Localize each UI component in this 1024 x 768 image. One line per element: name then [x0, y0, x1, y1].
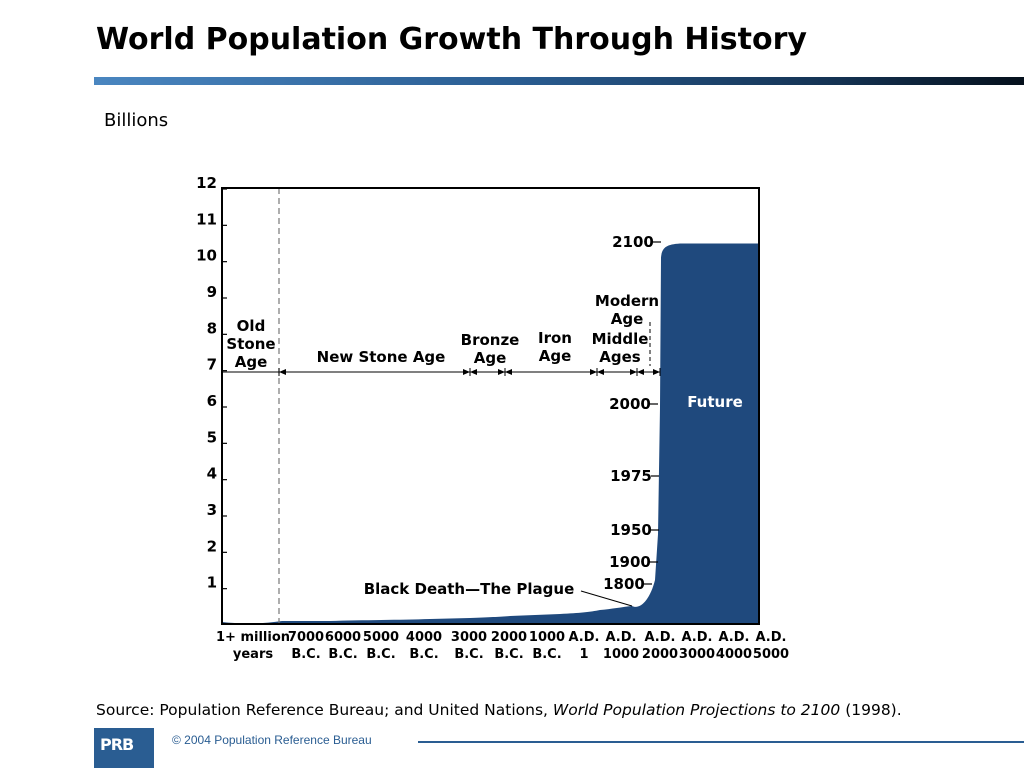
y-tick-label-6: 6: [207, 392, 217, 410]
year-label-1900: 1900: [609, 553, 651, 571]
x-tick-label-5-bottom: B.C.: [454, 647, 483, 662]
prb-logo: PRB: [94, 728, 154, 768]
year-label-2100: 2100: [612, 233, 654, 251]
year-label-2000: 2000: [609, 395, 651, 413]
footer-copyright: © 2004 Population Reference Bureau: [172, 733, 372, 747]
x-tick-label-9-bottom: 1000: [603, 647, 639, 662]
plot-frame: [221, 187, 760, 625]
y-tick-label-8: 8: [207, 319, 217, 337]
era-arrow-0: [279, 369, 286, 375]
era-label-5-line-0: Modern: [595, 292, 659, 310]
year-label-1975: 1975: [610, 467, 652, 485]
era-arrow-5: [590, 369, 597, 375]
y-tick-label-7: 7: [207, 356, 217, 374]
x-tick-label-0-top: 1+ million: [216, 630, 290, 645]
x-tick-label-3-bottom: B.C.: [366, 647, 395, 662]
era-arrow-8: [637, 369, 644, 375]
x-tick-label-8-top: A.D.: [569, 630, 600, 645]
x-tick-label-3-top: 5000: [363, 630, 399, 645]
era-label-0-line-0: Old: [237, 317, 266, 335]
y-tick-label-3: 3: [207, 501, 217, 519]
x-tick-label-4-bottom: B.C.: [409, 647, 438, 662]
era-arrow-7: [630, 369, 637, 375]
source-title: World Population Projections to 2100: [552, 701, 841, 719]
x-tick-label-7-bottom: B.C.: [532, 647, 561, 662]
plague-annotation: Black Death—The Plague: [364, 580, 575, 598]
x-tick-label-11-top: A.D.: [682, 630, 713, 645]
era-label-2-line-0: Bronze: [461, 331, 520, 349]
x-tick-label-12-bottom: 4000: [716, 647, 752, 662]
era-label-0-line-1: Stone: [226, 335, 275, 353]
x-tick-label-8-bottom: 1: [579, 647, 588, 662]
era-arrow-9: [653, 369, 660, 375]
plague-pointer: [580, 590, 633, 607]
y-tick-label-9: 9: [207, 283, 217, 301]
x-tick-label-5-top: 3000: [451, 630, 487, 645]
x-tick-label-2-bottom: B.C.: [328, 647, 357, 662]
era-arrow-3: [498, 369, 505, 375]
era-label-3-line-0: Iron: [538, 329, 572, 347]
source-prefix: Source: Population Reference Bureau; and…: [96, 701, 553, 719]
source-suffix: (1998).: [840, 701, 902, 719]
era-arrow-4: [505, 369, 512, 375]
era-label-4-line-0: Middle: [592, 330, 649, 348]
x-tick-label-7-top: 1000: [529, 630, 565, 645]
era-label-2-line-1: Age: [474, 349, 507, 367]
y-tick-label-4: 4: [207, 465, 217, 483]
y-tick-label-5: 5: [207, 428, 217, 446]
year-label-1800: 1800: [603, 575, 645, 593]
x-tick-label-6-top: 2000: [491, 630, 527, 645]
era-label-3-line-1: Age: [539, 347, 572, 365]
era-arrow-2: [470, 369, 477, 375]
y-tick-label-1: 1: [207, 574, 217, 592]
x-tick-label-4-top: 4000: [406, 630, 442, 645]
slide-title: World Population Growth Through History: [96, 22, 807, 57]
y-tick-label-2: 2: [207, 537, 217, 555]
x-tick-label-11-bottom: 3000: [679, 647, 715, 662]
era-label-4-line-1: Ages: [599, 348, 641, 366]
population-area: [222, 243, 759, 624]
x-tick-label-13-bottom: 5000: [753, 647, 789, 662]
x-tick-label-0-bottom: years: [233, 647, 273, 662]
x-tick-label-13-top: A.D.: [756, 630, 787, 645]
x-tick-label-10-bottom: 2000: [642, 647, 678, 662]
prb-logo-text: PRB: [100, 735, 134, 754]
y-tick-label-10: 10: [196, 247, 217, 265]
era-label-5-line-1: Age: [611, 310, 644, 328]
y-axis-unit-label: Billions: [104, 110, 169, 131]
era-arrow-1: [463, 369, 470, 375]
future-label: Future: [687, 393, 743, 411]
footer-divider: [418, 741, 1024, 743]
era-label-1-line-0: New Stone Age: [317, 348, 446, 366]
x-tick-label-6-bottom: B.C.: [494, 647, 523, 662]
x-tick-label-1-bottom: B.C.: [291, 647, 320, 662]
x-tick-label-9-top: A.D.: [606, 630, 637, 645]
x-tick-label-12-top: A.D.: [719, 630, 750, 645]
title-underline-bar: [94, 77, 1024, 85]
year-label-1950: 1950: [610, 521, 652, 539]
y-tick-label-11: 11: [196, 210, 217, 228]
x-tick-label-2-top: 6000: [325, 630, 361, 645]
x-tick-label-1-top: 7000: [288, 630, 324, 645]
era-arrow-6: [597, 369, 604, 375]
x-tick-label-10-top: A.D.: [645, 630, 676, 645]
source-citation: Source: Population Reference Bureau; and…: [96, 701, 956, 720]
y-tick-label-12: 12: [196, 174, 217, 192]
era-label-0-line-2: Age: [235, 353, 268, 371]
